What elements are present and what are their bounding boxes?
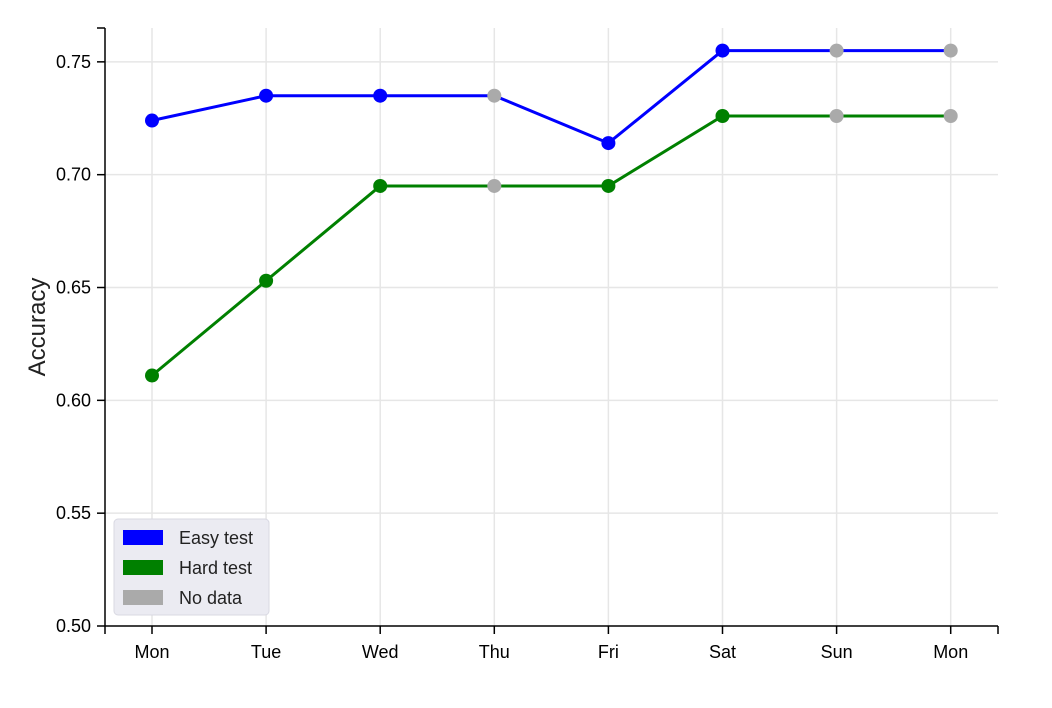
series-line-hard-test [151, 114, 951, 377]
x-tick-label: Thu [479, 642, 510, 662]
y-tick-label: 0.65 [56, 278, 91, 298]
legend-swatch-no-data [123, 590, 163, 605]
grid [105, 28, 998, 626]
x-ticks: Mon Tue Wed Thu Fri Sat Sun Mon [104, 626, 999, 662]
data-point-hard-test [259, 273, 274, 288]
data-point-hard-test [373, 178, 388, 193]
y-tick-label: 0.50 [56, 616, 91, 636]
y-tick-label: 0.75 [56, 52, 91, 72]
y-axis-title: Accuracy [24, 278, 51, 377]
x-tick-label: Tue [251, 642, 281, 662]
x-tick-label: Sun [821, 642, 853, 662]
legend-label-no-data: No data [179, 588, 243, 608]
data-point-hard-test [145, 368, 159, 383]
y-tick-label: 0.55 [56, 503, 91, 523]
data-point-hard-test [829, 109, 844, 124]
legend-label-hard-test: Hard test [179, 558, 252, 578]
data-point-easy-test [715, 43, 730, 58]
legend-swatch-easy-test [123, 530, 163, 545]
legend: Easy test Hard test No data [113, 518, 270, 616]
data-point-hard-test [943, 109, 958, 124]
x-tick-label: Fri [598, 642, 619, 662]
x-tick-label: Mon [933, 642, 968, 662]
y-ticks: 0.50 0.55 0.60 0.65 0.70 0.75 [56, 27, 105, 636]
data-point-easy-test [487, 88, 502, 103]
data-point-easy-test [601, 136, 616, 151]
series-line-easy-test [151, 49, 951, 145]
data-point-hard-test [715, 109, 730, 124]
data-point-easy-test [259, 88, 274, 103]
data-point-hard-test [601, 178, 616, 193]
legend-label-easy-test: Easy test [179, 528, 253, 548]
data-point-easy-test [943, 43, 958, 58]
data-point-easy-test [829, 43, 844, 58]
data-point-hard-test [487, 178, 502, 193]
y-tick-label: 0.70 [56, 165, 91, 185]
legend-swatch-hard-test [123, 560, 163, 575]
axes [104, 28, 998, 627]
data-point-easy-test [145, 113, 159, 128]
data-point-easy-test [373, 88, 388, 103]
x-tick-label: Mon [134, 642, 169, 662]
x-tick-label: Wed [362, 642, 399, 662]
x-tick-label: Sat [709, 642, 736, 662]
y-tick-label: 0.60 [56, 390, 91, 410]
series-layer [145, 43, 958, 383]
